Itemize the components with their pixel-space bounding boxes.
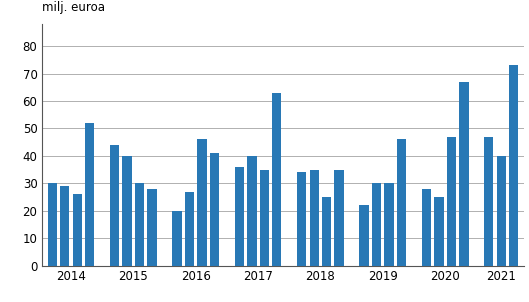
Bar [48, 183, 57, 266]
Bar [322, 197, 331, 266]
Bar [397, 140, 406, 266]
Bar [247, 156, 257, 266]
Bar [297, 172, 306, 266]
Bar [334, 170, 344, 266]
Bar [422, 189, 431, 266]
Bar [85, 123, 94, 266]
Bar [72, 194, 82, 266]
Bar [172, 211, 181, 266]
Bar [359, 205, 369, 266]
Bar [110, 145, 120, 266]
Bar [260, 170, 269, 266]
Bar [459, 82, 469, 266]
Bar [309, 170, 319, 266]
Bar [235, 167, 244, 266]
Bar [122, 156, 132, 266]
Bar [497, 156, 506, 266]
Bar [209, 153, 219, 266]
Bar [197, 140, 207, 266]
Bar [446, 137, 456, 266]
Text: milj. euroa: milj. euroa [42, 2, 105, 14]
Bar [148, 189, 157, 266]
Bar [272, 93, 281, 266]
Bar [135, 183, 144, 266]
Bar [484, 137, 494, 266]
Bar [185, 192, 194, 266]
Bar [434, 197, 444, 266]
Bar [60, 186, 69, 266]
Bar [385, 183, 394, 266]
Bar [509, 65, 518, 266]
Bar [372, 183, 381, 266]
